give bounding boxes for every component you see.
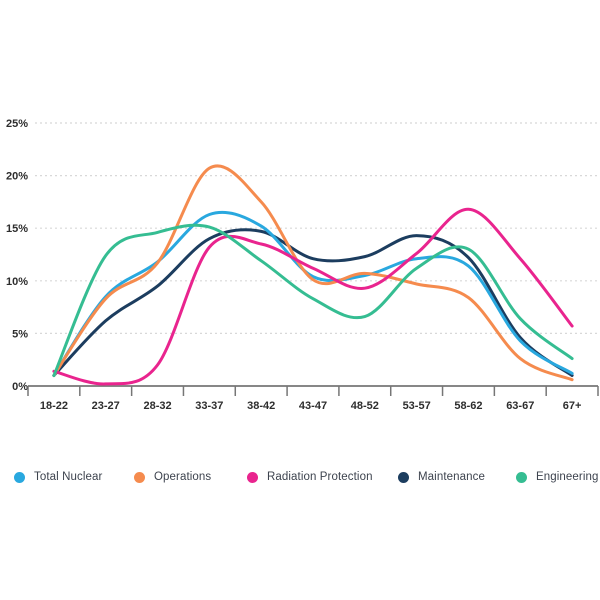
legend-item-operations[interactable]: Operations bbox=[134, 469, 211, 485]
x-axis-tick-label: 63-67 bbox=[506, 400, 534, 412]
legend-label: Maintenance bbox=[418, 471, 485, 483]
x-axis-tick-label: 33-37 bbox=[195, 400, 223, 412]
maintenance-dot-icon bbox=[398, 471, 409, 483]
y-axis-tick-label: 15% bbox=[6, 223, 28, 235]
radiation-protection-dot-icon bbox=[247, 471, 258, 483]
legend-label: Total Nuclear bbox=[34, 471, 103, 483]
x-axis-tick-label: 53-57 bbox=[403, 400, 431, 412]
x-axis-tick-label: 28-32 bbox=[143, 400, 171, 412]
x-axis-tick-label: 43-47 bbox=[299, 400, 327, 412]
legend-label: Operations bbox=[154, 471, 212, 483]
series-line-maintenance[interactable] bbox=[52, 228, 574, 377]
x-axis-tick-label: 18-22 bbox=[40, 400, 68, 412]
x-axis-tick-label: 23-27 bbox=[92, 400, 120, 412]
series-line-radiation-protection[interactable] bbox=[52, 207, 574, 386]
chart-plot-area: 0% 5% 10% 15% 20% 25% 18-22 23-27 28-32 33-37 38-4… bbox=[6, 118, 599, 412]
y-axis-tick-label: 25% bbox=[6, 118, 28, 130]
legend-label: Radiation Protection bbox=[267, 471, 373, 483]
series-line-total-nuclear[interactable] bbox=[52, 210, 574, 377]
x-axis-tick-label: 67+ bbox=[563, 400, 582, 412]
series-line-engineering[interactable] bbox=[52, 223, 574, 377]
x-axis-tick-label: 38-42 bbox=[247, 400, 275, 412]
y-axis-tick-label: 20% bbox=[6, 171, 28, 183]
x-axis-tick-label: 48-52 bbox=[351, 400, 379, 412]
legend-item-total-nuclear[interactable]: Total Nuclear bbox=[14, 469, 102, 485]
engineering-dot-icon bbox=[516, 471, 527, 483]
total-nuclear-dot-icon bbox=[14, 471, 25, 483]
y-axis-tick-label: 5% bbox=[12, 328, 28, 340]
x-axis-tick-label: 58-62 bbox=[454, 400, 482, 412]
y-axis-tick-label: 10% bbox=[6, 276, 28, 288]
series-line-operations[interactable] bbox=[52, 164, 574, 382]
chart-legend: Total Nuclear Operations Radiation Prote… bbox=[0, 469, 600, 493]
legend-item-engineering[interactable]: Engineering bbox=[516, 469, 598, 485]
y-axis-tick-label: 0% bbox=[12, 381, 28, 393]
legend-item-maintenance[interactable]: Maintenance bbox=[398, 469, 485, 485]
legend-label: Engineering bbox=[536, 471, 599, 483]
legend-item-radiation-protection[interactable]: Radiation Protection bbox=[247, 469, 373, 485]
operations-dot-icon bbox=[134, 471, 145, 483]
